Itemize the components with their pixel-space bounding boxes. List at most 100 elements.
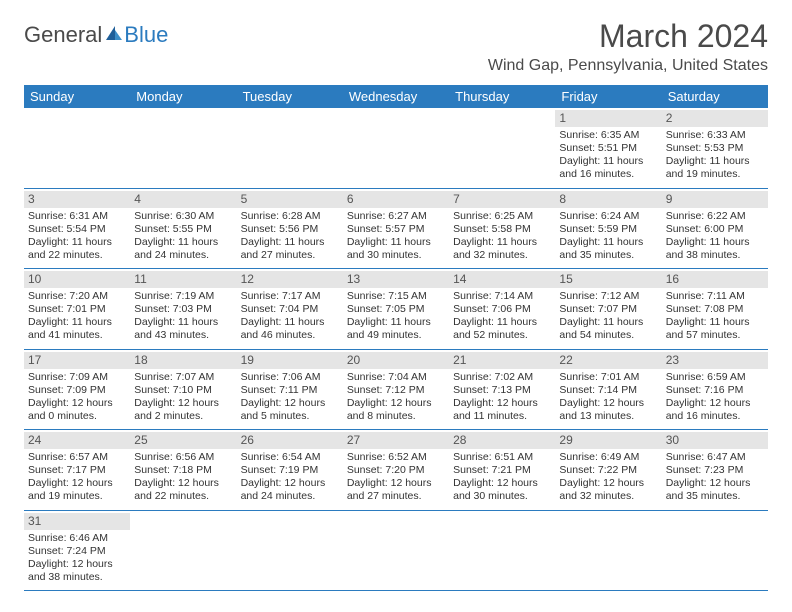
calendar-day: 4Sunrise: 6:30 AMSunset: 5:55 PMDaylight… <box>130 188 236 269</box>
sunrise-text: Sunrise: 6:31 AM <box>28 210 126 223</box>
calendar-day: 15Sunrise: 7:12 AMSunset: 7:07 PMDayligh… <box>555 269 661 350</box>
calendar-day: 17Sunrise: 7:09 AMSunset: 7:09 PMDayligh… <box>24 349 130 430</box>
sunrise-text: Sunrise: 7:20 AM <box>28 290 126 303</box>
day-number: 9 <box>662 191 768 208</box>
daylight-text: and 57 minutes. <box>666 329 764 342</box>
calendar-day: 13Sunrise: 7:15 AMSunset: 7:05 PMDayligh… <box>343 269 449 350</box>
daylight-text: Daylight: 11 hours <box>241 236 339 249</box>
daylight-text: Daylight: 11 hours <box>453 316 551 329</box>
calendar-day: 9Sunrise: 6:22 AMSunset: 6:00 PMDaylight… <box>662 188 768 269</box>
sunrise-text: Sunrise: 6:33 AM <box>666 129 764 142</box>
daylight-text: Daylight: 11 hours <box>666 316 764 329</box>
calendar-day: 28Sunrise: 6:51 AMSunset: 7:21 PMDayligh… <box>449 430 555 511</box>
calendar-day: 11Sunrise: 7:19 AMSunset: 7:03 PMDayligh… <box>130 269 236 350</box>
daylight-text: Daylight: 12 hours <box>559 477 657 490</box>
calendar-empty <box>237 108 343 188</box>
daylight-text: and 32 minutes. <box>453 249 551 262</box>
calendar-day: 12Sunrise: 7:17 AMSunset: 7:04 PMDayligh… <box>237 269 343 350</box>
calendar-empty <box>237 510 343 591</box>
day-number: 14 <box>449 271 555 288</box>
calendar-empty <box>343 108 449 188</box>
sunset-text: Sunset: 7:06 PM <box>453 303 551 316</box>
day-number: 27 <box>343 432 449 449</box>
day-number: 1 <box>555 110 661 127</box>
daylight-text: Daylight: 12 hours <box>134 397 232 410</box>
calendar-empty <box>449 108 555 188</box>
daylight-text: and 5 minutes. <box>241 410 339 423</box>
sunset-text: Sunset: 6:00 PM <box>666 223 764 236</box>
sunrise-text: Sunrise: 7:02 AM <box>453 371 551 384</box>
sunrise-text: Sunrise: 6:57 AM <box>28 451 126 464</box>
daylight-text: and 46 minutes. <box>241 329 339 342</box>
daylight-text: Daylight: 12 hours <box>28 477 126 490</box>
day-number: 7 <box>449 191 555 208</box>
daylight-text: and 52 minutes. <box>453 329 551 342</box>
daylight-text: and 35 minutes. <box>666 490 764 503</box>
calendar-day: 23Sunrise: 6:59 AMSunset: 7:16 PMDayligh… <box>662 349 768 430</box>
sunrise-text: Sunrise: 6:24 AM <box>559 210 657 223</box>
brand-part2: Blue <box>124 22 168 48</box>
daylight-text: Daylight: 11 hours <box>347 316 445 329</box>
day-number: 30 <box>662 432 768 449</box>
sunset-text: Sunset: 7:23 PM <box>666 464 764 477</box>
daylight-text: and 0 minutes. <box>28 410 126 423</box>
daylight-text: and 38 minutes. <box>666 249 764 262</box>
calendar-week: 1Sunrise: 6:35 AMSunset: 5:51 PMDaylight… <box>24 108 768 188</box>
calendar-day: 31Sunrise: 6:46 AMSunset: 7:24 PMDayligh… <box>24 510 130 591</box>
sunset-text: Sunset: 7:09 PM <box>28 384 126 397</box>
sunrise-text: Sunrise: 6:30 AM <box>134 210 232 223</box>
calendar-head: SundayMondayTuesdayWednesdayThursdayFrid… <box>24 85 768 108</box>
calendar-day: 10Sunrise: 7:20 AMSunset: 7:01 PMDayligh… <box>24 269 130 350</box>
sunset-text: Sunset: 7:14 PM <box>559 384 657 397</box>
daylight-text: Daylight: 12 hours <box>347 477 445 490</box>
sunset-text: Sunset: 7:16 PM <box>666 384 764 397</box>
calendar-day: 2Sunrise: 6:33 AMSunset: 5:53 PMDaylight… <box>662 108 768 188</box>
sunset-text: Sunset: 5:56 PM <box>241 223 339 236</box>
calendar-day: 14Sunrise: 7:14 AMSunset: 7:06 PMDayligh… <box>449 269 555 350</box>
sunrise-text: Sunrise: 6:35 AM <box>559 129 657 142</box>
title-block: March 2024 Wind Gap, Pennsylvania, Unite… <box>488 18 768 75</box>
calendar-empty <box>449 510 555 591</box>
location: Wind Gap, Pennsylvania, United States <box>488 57 768 75</box>
day-number: 4 <box>130 191 236 208</box>
daylight-text: Daylight: 11 hours <box>559 316 657 329</box>
daylight-text: and 30 minutes. <box>453 490 551 503</box>
daylight-text: Daylight: 12 hours <box>666 477 764 490</box>
sunrise-text: Sunrise: 6:54 AM <box>241 451 339 464</box>
weekday-header: Monday <box>130 85 236 108</box>
day-number: 28 <box>449 432 555 449</box>
sunrise-text: Sunrise: 6:28 AM <box>241 210 339 223</box>
day-number: 12 <box>237 271 343 288</box>
sunrise-text: Sunrise: 6:47 AM <box>666 451 764 464</box>
day-number: 31 <box>24 513 130 530</box>
calendar-week: 31Sunrise: 6:46 AMSunset: 7:24 PMDayligh… <box>24 510 768 591</box>
calendar-day: 7Sunrise: 6:25 AMSunset: 5:58 PMDaylight… <box>449 188 555 269</box>
day-number: 26 <box>237 432 343 449</box>
daylight-text: and 27 minutes. <box>241 249 339 262</box>
calendar-empty <box>24 108 130 188</box>
day-number: 3 <box>24 191 130 208</box>
daylight-text: and 19 minutes. <box>666 168 764 181</box>
sunrise-text: Sunrise: 7:01 AM <box>559 371 657 384</box>
daylight-text: and 19 minutes. <box>28 490 126 503</box>
sunset-text: Sunset: 5:51 PM <box>559 142 657 155</box>
calendar-day: 29Sunrise: 6:49 AMSunset: 7:22 PMDayligh… <box>555 430 661 511</box>
calendar-day: 8Sunrise: 6:24 AMSunset: 5:59 PMDaylight… <box>555 188 661 269</box>
sunrise-text: Sunrise: 7:07 AM <box>134 371 232 384</box>
daylight-text: Daylight: 12 hours <box>453 477 551 490</box>
calendar-empty <box>130 510 236 591</box>
sunrise-text: Sunrise: 7:11 AM <box>666 290 764 303</box>
calendar-day: 1Sunrise: 6:35 AMSunset: 5:51 PMDaylight… <box>555 108 661 188</box>
sunrise-text: Sunrise: 7:06 AM <box>241 371 339 384</box>
sunrise-text: Sunrise: 6:51 AM <box>453 451 551 464</box>
day-number: 29 <box>555 432 661 449</box>
sunrise-text: Sunrise: 7:09 AM <box>28 371 126 384</box>
weekday-header: Friday <box>555 85 661 108</box>
sunset-text: Sunset: 7:12 PM <box>347 384 445 397</box>
sunset-text: Sunset: 7:13 PM <box>453 384 551 397</box>
sunset-text: Sunset: 7:08 PM <box>666 303 764 316</box>
sunrise-text: Sunrise: 7:12 AM <box>559 290 657 303</box>
day-number: 10 <box>24 271 130 288</box>
calendar-day: 19Sunrise: 7:06 AMSunset: 7:11 PMDayligh… <box>237 349 343 430</box>
weekday-header: Thursday <box>449 85 555 108</box>
